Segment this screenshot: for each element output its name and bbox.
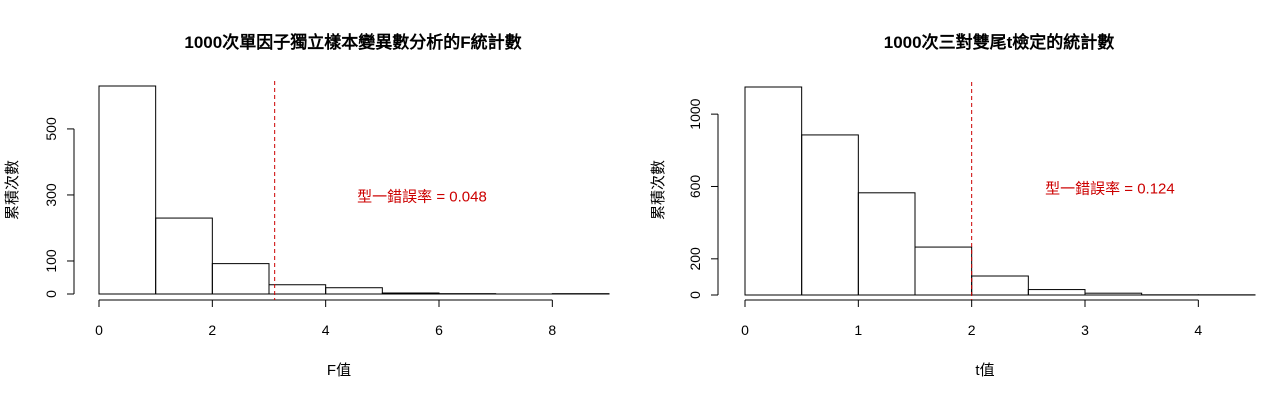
left-histogram: 1000次單因子獨立樣本變異數分析的F統計數 0 2 4 6 8 0 100 300 500 F值 累…	[4, 32, 610, 379]
y-axis-label: 累積次數	[650, 160, 667, 220]
x-tick-label: 0	[95, 322, 103, 338]
histogram-bar	[381, 292, 440, 295]
chart-title: 1000次三對雙尾t檢定的統計數	[884, 32, 1114, 52]
x-tick-label: 2	[968, 322, 976, 338]
x-axis-label: F值	[327, 362, 351, 379]
histogram-bar	[155, 217, 213, 295]
histogram-bar	[98, 85, 157, 295]
histogram-bar	[1084, 292, 1143, 296]
histogram-bar	[971, 275, 1029, 296]
histogram-bar	[268, 284, 327, 295]
y-tick-label: 100	[43, 249, 59, 273]
histogram-bar	[325, 287, 383, 295]
x-tick-label: 2	[208, 322, 216, 338]
histogram-bar	[914, 246, 973, 296]
x-tick-label: 1	[854, 322, 862, 338]
y-tick-label: 300	[43, 183, 59, 207]
x-tick-label: 0	[741, 322, 749, 338]
histogram-bar	[211, 263, 270, 295]
x-tick-label: 4	[322, 322, 330, 338]
y-tick-label: 200	[687, 247, 703, 271]
y-axis-label: 累積次數	[4, 160, 21, 220]
y-tick-label: 1000	[687, 98, 703, 129]
histogram-bar	[857, 192, 916, 296]
y-tick-label: 600	[687, 175, 703, 199]
x-tick-label: 4	[1194, 322, 1202, 338]
x-axis-label: t值	[975, 362, 994, 379]
type-one-error-annotation: 型一錯誤率 = 0.124	[1045, 180, 1175, 197]
y-tick-label: 0	[43, 290, 59, 298]
right-histogram: 1000次三對雙尾t檢定的統計數 0 1 2 3 4 0 200 600 1000 t值 累積次數 型一…	[650, 32, 1256, 379]
x-tick-label: 3	[1081, 322, 1089, 338]
x-tick-label: 8	[548, 322, 556, 338]
histogram-bar	[1027, 289, 1086, 296]
histogram-bar	[744, 86, 803, 296]
type-one-error-annotation: 型一錯誤率 = 0.048	[357, 189, 487, 206]
chart-title: 1000次單因子獨立樣本變異數分析的F統計數	[184, 32, 521, 52]
y-tick-label: 500	[43, 117, 59, 141]
histogram-bar	[801, 134, 859, 296]
y-tick-label: 0	[687, 291, 703, 299]
x-tick-label: 6	[435, 322, 443, 338]
